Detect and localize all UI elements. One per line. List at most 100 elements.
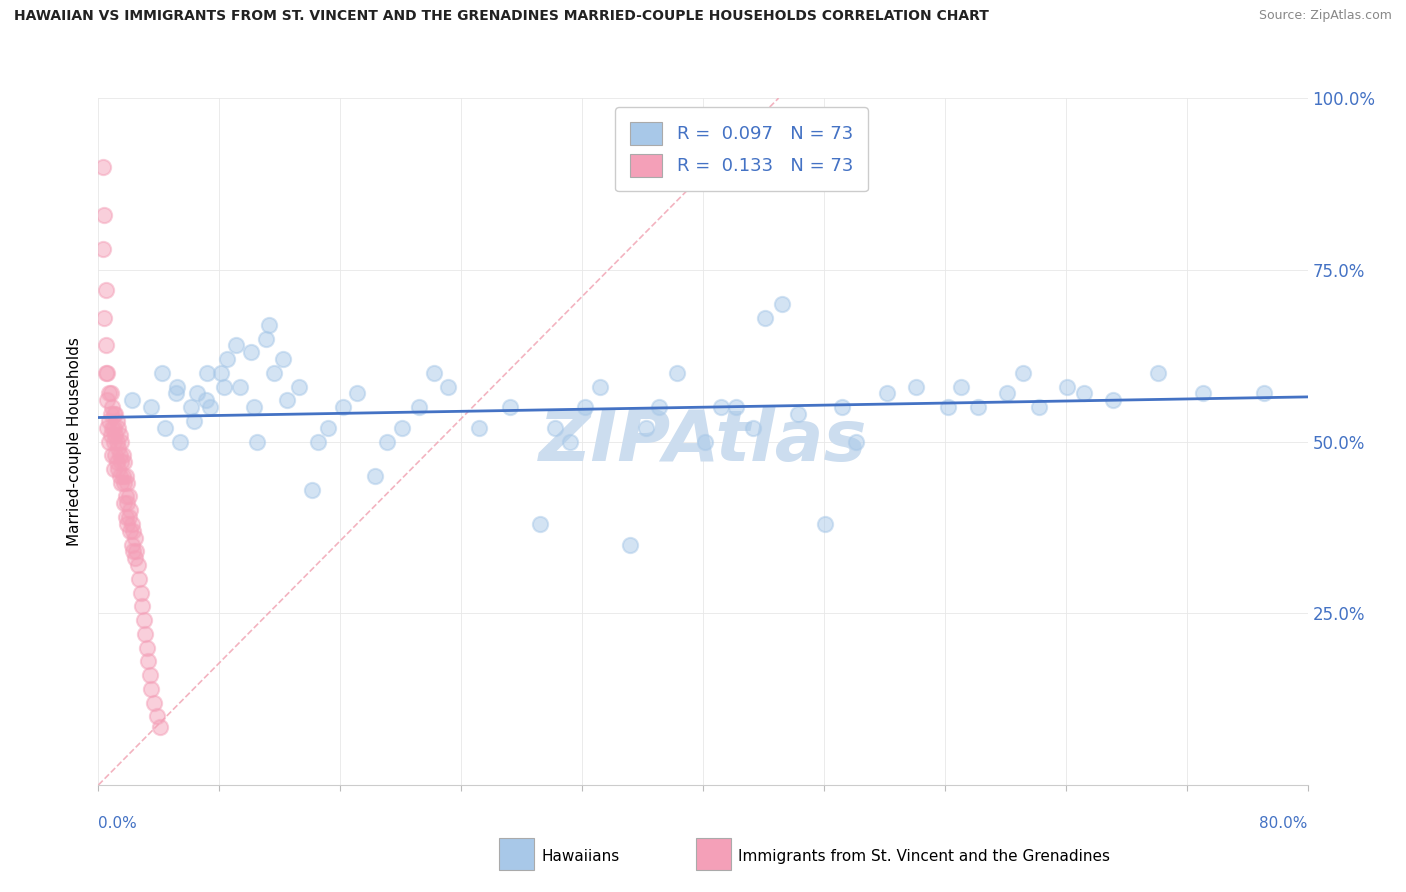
Point xyxy=(104,407,127,421)
Point xyxy=(905,379,928,393)
Point xyxy=(98,434,121,449)
Point xyxy=(229,379,252,393)
Point xyxy=(263,366,285,380)
Point xyxy=(93,208,115,222)
Point xyxy=(101,448,124,462)
Point xyxy=(100,407,122,421)
Point xyxy=(332,400,354,414)
Point xyxy=(120,524,142,538)
Point xyxy=(101,400,124,414)
Point xyxy=(544,421,567,435)
Point xyxy=(100,386,122,401)
Point xyxy=(100,427,122,442)
Point xyxy=(634,421,657,435)
Point xyxy=(104,448,127,462)
Point xyxy=(967,400,990,414)
Point xyxy=(307,434,329,449)
Point xyxy=(94,338,117,352)
Point xyxy=(108,448,131,462)
Point xyxy=(845,434,868,449)
Point xyxy=(94,366,117,380)
Text: ZIPAtlas: ZIPAtlas xyxy=(538,407,868,476)
Point xyxy=(1012,366,1035,380)
Point xyxy=(710,400,733,414)
Point xyxy=(114,510,136,524)
Point xyxy=(93,310,115,325)
Point xyxy=(121,516,143,531)
Point xyxy=(1147,366,1170,380)
Point xyxy=(107,442,129,456)
Point xyxy=(619,537,641,551)
Point xyxy=(129,585,152,599)
Point xyxy=(96,366,118,380)
Point xyxy=(115,516,138,531)
Point xyxy=(101,421,124,435)
Point xyxy=(132,613,155,627)
Text: Hawaiians: Hawaiians xyxy=(541,849,620,863)
Point xyxy=(136,654,159,668)
Point xyxy=(316,421,339,435)
Point xyxy=(112,455,135,469)
Point xyxy=(105,414,128,428)
Point xyxy=(108,427,131,442)
Point xyxy=(112,496,135,510)
Point xyxy=(98,414,121,428)
Point xyxy=(111,448,134,462)
Point xyxy=(741,421,763,435)
Point xyxy=(257,318,280,332)
Point xyxy=(107,421,129,435)
Point xyxy=(96,393,118,408)
Point xyxy=(118,510,141,524)
Point xyxy=(149,720,172,734)
Point xyxy=(1056,379,1078,393)
Point xyxy=(1028,400,1050,414)
Point xyxy=(166,379,188,393)
Point xyxy=(212,379,235,393)
Point xyxy=(143,696,166,710)
Point xyxy=(1101,393,1123,408)
Point xyxy=(408,400,430,414)
Point xyxy=(1192,386,1215,401)
Point xyxy=(225,338,247,352)
Point xyxy=(271,352,294,367)
Point xyxy=(111,469,134,483)
Point xyxy=(243,400,266,414)
Point xyxy=(112,475,135,490)
Text: 80.0%: 80.0% xyxy=(1260,816,1308,830)
Point xyxy=(121,393,143,408)
Point xyxy=(114,490,136,504)
Point xyxy=(666,366,689,380)
Point xyxy=(107,462,129,476)
Point xyxy=(589,379,612,393)
Point xyxy=(110,455,132,469)
Y-axis label: Married-couple Households: Married-couple Households xyxy=(67,337,83,546)
Point xyxy=(124,551,146,566)
Point xyxy=(108,469,131,483)
Point xyxy=(105,455,128,469)
Point xyxy=(96,421,118,435)
Point xyxy=(209,366,232,380)
Point xyxy=(468,421,491,435)
Point xyxy=(375,434,398,449)
Point xyxy=(125,544,148,558)
Text: Immigrants from St. Vincent and the Grenadines: Immigrants from St. Vincent and the Gren… xyxy=(738,849,1111,863)
Point xyxy=(122,544,145,558)
Point xyxy=(529,516,551,531)
Point xyxy=(787,407,810,421)
Text: HAWAIIAN VS IMMIGRANTS FROM ST. VINCENT AND THE GRENADINES MARRIED-COUPLE HOUSEH: HAWAIIAN VS IMMIGRANTS FROM ST. VINCENT … xyxy=(14,9,988,23)
Point xyxy=(301,483,323,497)
Point xyxy=(165,386,187,401)
Point xyxy=(146,709,169,723)
Point xyxy=(346,386,368,401)
Point xyxy=(391,421,413,435)
Point xyxy=(127,558,149,573)
Text: Source: ZipAtlas.com: Source: ZipAtlas.com xyxy=(1258,9,1392,22)
Point xyxy=(183,414,205,428)
Point xyxy=(98,386,121,401)
Point xyxy=(770,297,793,311)
Point xyxy=(364,469,387,483)
Point xyxy=(110,434,132,449)
Point xyxy=(94,284,117,298)
Point xyxy=(110,475,132,490)
Point xyxy=(150,366,173,380)
